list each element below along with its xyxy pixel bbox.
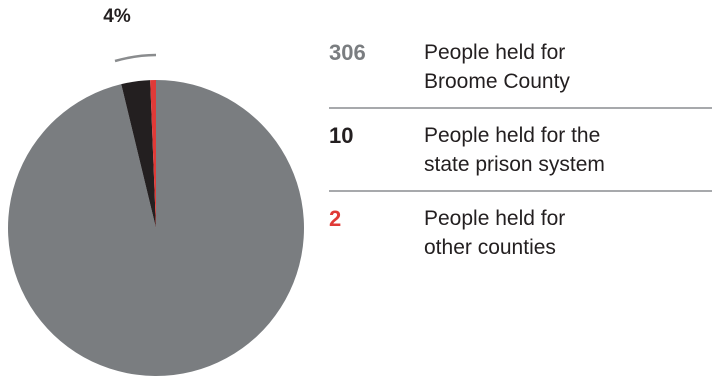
legend-description: People held for Broome County — [424, 38, 694, 96]
legend-item-broome-county: 306 People held for Broome County — [329, 26, 712, 109]
annotation-bracket — [114, 53, 157, 63]
legend: 306 People held for Broome County 10 Peo… — [329, 26, 712, 273]
legend-item-state-prison: 10 People held for the state prison syst… — [329, 109, 712, 192]
legend-description-line: state prison system — [424, 153, 605, 176]
legend-item-other-counties: 2 People held for other counties — [329, 192, 712, 273]
legend-value: 10 — [329, 123, 354, 148]
percent-annotation: 4% — [103, 6, 131, 27]
pie-slice-2 — [150, 80, 156, 228]
legend-value: 306 — [329, 40, 366, 65]
legend-description-line: People held for the — [424, 124, 601, 147]
legend-value: 2 — [329, 206, 342, 231]
legend-description-line: People held for — [424, 207, 566, 230]
pie-chart — [7, 53, 304, 376]
legend-description: People held for other counties — [424, 204, 694, 262]
pie-slice-0 — [7, 80, 304, 376]
legend-description-line: other counties — [424, 236, 556, 259]
legend-description: People held for the state prison system — [424, 121, 694, 179]
legend-description-line: People held for — [424, 41, 566, 64]
pie-slice-1 — [121, 80, 156, 228]
legend-description-line: Broome County — [424, 70, 570, 93]
